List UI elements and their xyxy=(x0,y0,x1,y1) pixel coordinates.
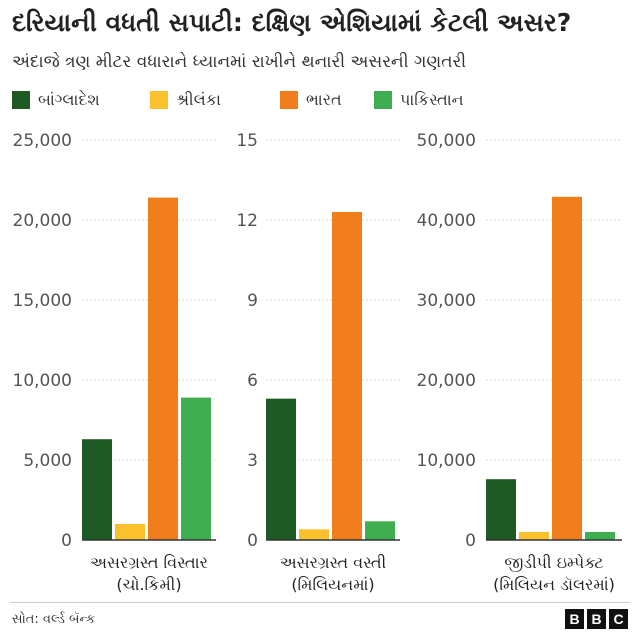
legend-swatch xyxy=(12,91,30,109)
chart-subtitle: અંદાજે ત્રણ મીટર વધારાને ધ્યાનમાં રાખીને… xyxy=(12,52,467,72)
y-tick-label: 6 xyxy=(247,371,258,391)
bar-india xyxy=(332,212,362,540)
chart-title: દરિયાની વધતી સપાટી: દક્ષિણ એશિયામાં કેટલ… xyxy=(12,8,572,37)
bar-pakistan xyxy=(181,397,211,540)
legend-label: બાંગ્લાદેશ xyxy=(38,90,100,109)
footer-divider xyxy=(10,602,630,603)
charts-area: 0 5,000 10,000 15,000 20,000 25,000 અસરગ્રસ્ત … xyxy=(0,120,640,600)
legend-item-india: ભારત xyxy=(280,88,342,112)
bar-srilanka xyxy=(299,529,329,540)
bar-bangladesh xyxy=(486,479,516,540)
bbc-logo-block: B xyxy=(587,609,606,629)
legend: બાંગ્લાદેશ શ્રીલંકા ભારત પાકિસ્તાન xyxy=(12,88,632,114)
y-tick-label: 3 xyxy=(247,451,258,471)
y-tick-label: 0 xyxy=(61,531,72,551)
y-tick-label: 25,000 xyxy=(13,131,72,151)
y-tick-label: 20,000 xyxy=(417,371,476,391)
bar-pakistan xyxy=(365,521,395,540)
legend-item-pakistan: પાકિસ્તાન xyxy=(374,88,464,112)
x-axis-label: જીડીપી ઇમ્પેક્ટ xyxy=(504,553,603,572)
x-axis-label: (મિલિયનમાં) xyxy=(291,575,374,594)
y-tick-label: 40,000 xyxy=(417,211,476,231)
y-tick-label: 5,000 xyxy=(23,451,72,471)
y-tick-label: 30,000 xyxy=(417,291,476,311)
legend-swatch xyxy=(150,91,168,109)
x-axis-label: (મિલિયન ડૉલરમાં) xyxy=(493,575,615,594)
legend-label: શ્રીલંકા xyxy=(176,90,221,109)
bar-bangladesh xyxy=(266,398,296,540)
bar-charts-svg: 0 5,000 10,000 15,000 20,000 25,000 અસરગ્રસ્ત … xyxy=(13,131,622,594)
y-tick-label: 50,000 xyxy=(417,131,476,151)
legend-item-srilanka: શ્રીલંકા xyxy=(150,88,221,112)
legend-label: ભારત xyxy=(306,90,342,109)
bar-india xyxy=(552,196,582,541)
y-tick-label: 9 xyxy=(247,291,258,311)
y-tick-label: 15 xyxy=(236,131,258,151)
y-tick-label: 15,000 xyxy=(13,291,72,311)
bar-pakistan xyxy=(585,532,615,540)
bar-srilanka xyxy=(519,532,549,540)
source-note: સોત: વર્લ્ડ બૅન્ક xyxy=(12,612,96,627)
x-axis-label: (ચો.કિમી) xyxy=(116,575,181,594)
legend-swatch xyxy=(374,91,392,109)
y-tick-label: 0 xyxy=(247,531,258,551)
legend-swatch xyxy=(280,91,298,109)
y-tick-label: 20,000 xyxy=(13,211,72,231)
bar-india xyxy=(148,197,178,540)
y-tick-label: 10,000 xyxy=(417,451,476,471)
legend-label: પાકિસ્તાન xyxy=(400,90,464,109)
bbc-logo: B B C xyxy=(565,609,628,629)
legend-item-bangladesh: બાંગ્લાદેશ xyxy=(12,88,100,112)
y-tick-label: 0 xyxy=(465,531,476,551)
y-tick-label: 10,000 xyxy=(13,371,72,391)
x-axis-label: અસરગ્રસ્ત વિસ્તાર xyxy=(90,553,208,572)
bar-bangladesh xyxy=(82,439,112,540)
bbc-logo-block: B xyxy=(565,609,584,629)
bbc-logo-block: C xyxy=(609,609,628,629)
y-tick-label: 12 xyxy=(236,211,258,231)
bar-srilanka xyxy=(115,524,145,540)
x-axis-label: અસરગ્રસ્ત વસ્તી xyxy=(280,553,386,572)
